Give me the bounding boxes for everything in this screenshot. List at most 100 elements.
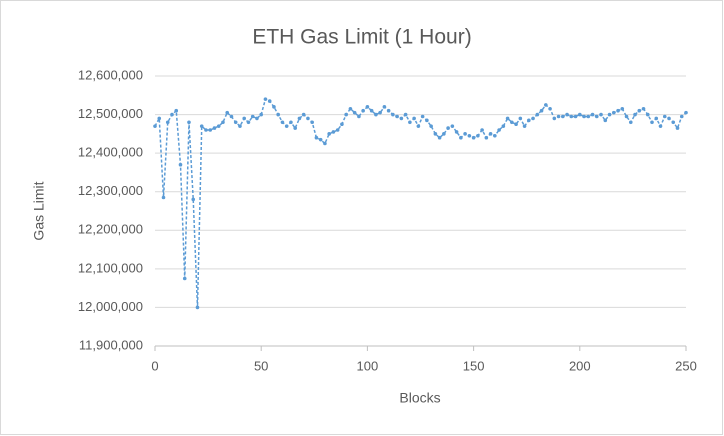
data-point (170, 112, 174, 117)
data-point (454, 130, 459, 134)
y-axis-label: Gas Limit (31, 181, 47, 240)
y-tick-label: 12,600,000 (78, 67, 143, 82)
data-point (208, 128, 213, 132)
data-point (174, 108, 179, 113)
data-point (616, 108, 620, 113)
data-point (357, 114, 361, 119)
data-point (518, 116, 523, 121)
data-point (195, 305, 200, 310)
data-point (628, 120, 633, 125)
data-point (603, 118, 608, 123)
data-point (267, 99, 272, 103)
data-point (182, 276, 187, 281)
data-point (611, 110, 616, 115)
data-point (191, 197, 196, 202)
data-point (344, 112, 348, 117)
data-point (467, 133, 472, 138)
data-point (165, 120, 170, 125)
data-point (318, 137, 323, 142)
y-tick-label: 12,300,000 (78, 183, 143, 198)
data-point (548, 106, 552, 111)
data-point (607, 112, 612, 117)
data-point (662, 114, 667, 119)
data-point (289, 120, 293, 125)
data-point (365, 105, 370, 109)
data-point (233, 120, 238, 125)
data-point (335, 128, 340, 132)
data-point (327, 132, 331, 136)
data-point (259, 112, 264, 117)
data-point (178, 162, 183, 167)
data-point (216, 124, 221, 128)
data-point (399, 116, 404, 121)
data-point (416, 124, 421, 128)
data-point (471, 135, 476, 140)
data-point (556, 114, 561, 119)
data-point (527, 118, 531, 123)
data-point (348, 106, 353, 111)
data-point (671, 120, 676, 125)
data-point (310, 120, 314, 125)
x-tick-label: 0 (151, 358, 158, 373)
data-point (408, 120, 412, 125)
data-point (539, 108, 544, 113)
data-point (484, 135, 489, 140)
data-point (242, 116, 247, 121)
data-point (386, 108, 391, 113)
data-point (153, 124, 157, 128)
data-point (493, 133, 497, 138)
data-point (382, 105, 387, 109)
data-point (340, 122, 344, 127)
data-point (679, 114, 684, 119)
x-axis-label: Blocks (399, 390, 440, 406)
data-point (675, 126, 680, 130)
data-point (420, 114, 425, 119)
data-point (590, 112, 595, 117)
data-point (658, 124, 663, 128)
data-point (352, 110, 357, 115)
data-point (633, 112, 637, 117)
data-point (403, 112, 408, 117)
x-tick-label: 50 (254, 358, 268, 373)
data-point (284, 124, 289, 128)
data-point (624, 114, 629, 119)
data-point (650, 120, 654, 125)
data-point (272, 105, 276, 109)
x-tick-label: 250 (675, 358, 697, 373)
data-point (433, 132, 438, 136)
chart-title: ETH Gas Limit (1 Hour) (252, 26, 471, 49)
x-tick-label: 100 (357, 358, 379, 373)
data-point (654, 116, 659, 121)
data-point (246, 120, 251, 125)
data-point (212, 126, 217, 130)
data-point (157, 116, 162, 121)
data-point (225, 110, 230, 115)
data-point (378, 110, 382, 115)
data-point (637, 108, 642, 113)
data-point (565, 112, 569, 117)
data-point (552, 116, 557, 121)
data-point (459, 135, 463, 140)
data-point (280, 120, 285, 125)
data-point (204, 128, 208, 132)
data-point (187, 120, 191, 125)
y-tick-label: 12,200,000 (78, 222, 143, 237)
data-point (561, 114, 565, 119)
data-point (514, 122, 518, 127)
y-tick-label: 12,500,000 (78, 106, 143, 121)
data-point (480, 128, 484, 132)
data-point (582, 114, 586, 119)
x-tick-label: 150 (463, 358, 485, 373)
data-point (544, 103, 548, 107)
data-point (510, 120, 514, 125)
data-point (301, 112, 306, 117)
data-point (684, 110, 688, 115)
data-point (306, 116, 310, 121)
data-point (297, 116, 302, 121)
data-point (369, 108, 374, 113)
data-point (501, 124, 506, 128)
data-point (586, 114, 591, 119)
data-point (314, 135, 319, 140)
